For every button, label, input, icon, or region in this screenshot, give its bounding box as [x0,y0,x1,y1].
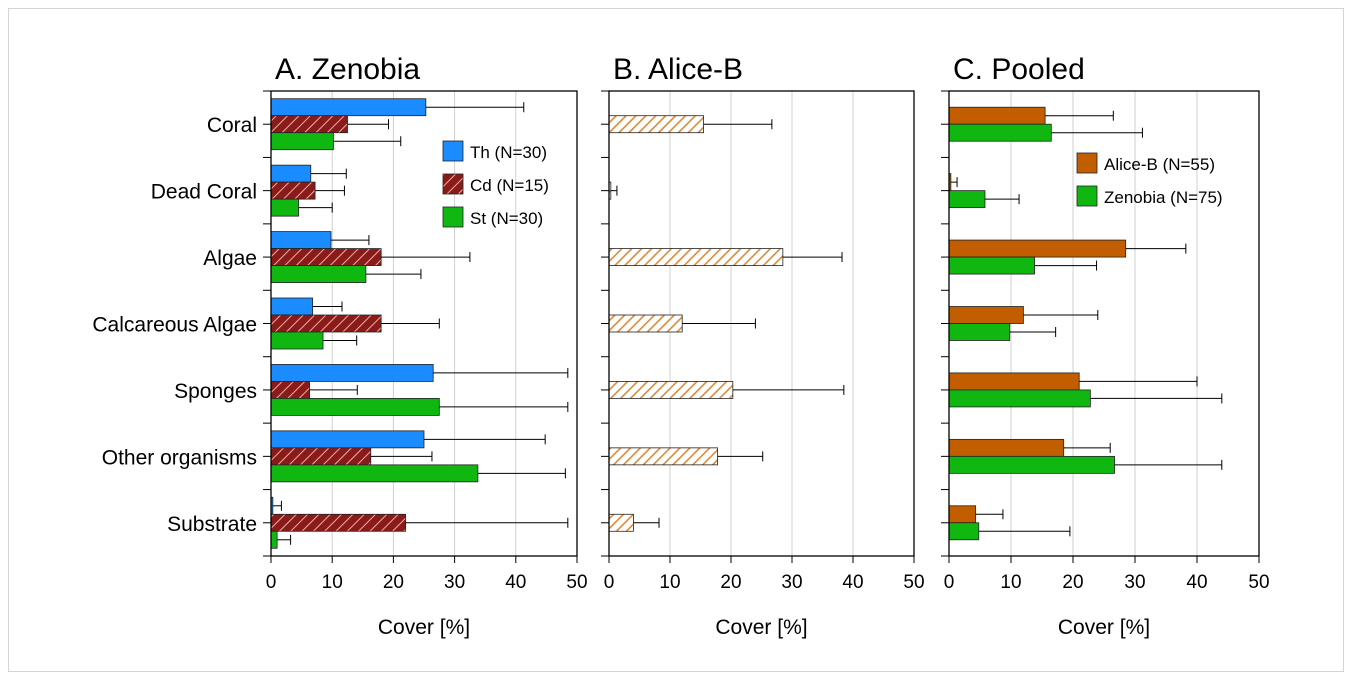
legend-label: Cd (N=15) [470,176,549,195]
x-axis-label: Cover [%] [378,616,470,639]
panel-2: B. Alice-B 0 10 20 30 40 50 Cover [%] [601,53,925,639]
category-label: Dead Coral [151,181,257,204]
category-label: Sponges [174,380,257,403]
x-axis-label: Cover [%] [715,616,807,639]
x-tick-label: 10 [659,572,680,593]
bar [270,265,367,283]
bar [948,455,1115,474]
x-tick-label: 10 [1000,572,1021,593]
bar [608,248,784,266]
bar [608,447,718,466]
x-tick-label: 20 [720,572,741,593]
x-tick-label: 50 [903,572,924,593]
bar [608,381,734,399]
plot-frame [270,90,578,557]
bar [608,115,704,134]
bar [608,513,634,532]
panel-title: C. Pooled [953,53,1085,86]
bar [270,314,382,333]
bar [270,132,334,151]
bar [948,106,1046,125]
x-tick-label: 50 [566,572,587,593]
bar [948,239,1127,258]
panel-title: B. Alice-B [613,53,743,86]
figure-frame: A. Zenobia Coral Dead Coral Algae Calcareous… [8,8,1344,672]
coral-cover-figure: A. Zenobia Coral Dead Coral Algae Calcareous… [92,53,1270,639]
x-tick-label: 20 [383,572,404,593]
panel-3: C. Pooled 0 10 20 30 40 50 Cover [%] Alice-B (N=… [941,53,1270,639]
x-tick-label: 40 [1186,572,1207,593]
legend-label: Alice-B (N=55) [1104,155,1215,174]
bar [270,198,299,217]
legend-swatch [442,173,464,195]
category-label: Coral [207,114,257,137]
legend-swatch [1076,152,1098,174]
bar [948,306,1024,324]
bar [948,438,1065,457]
x-axis-label: Cover [%] [1058,616,1150,639]
x-tick-label: 0 [266,572,277,593]
category-label: Algae [203,247,257,270]
x-tick-label: 40 [505,572,526,593]
plot-frame [608,90,915,557]
legend-label: Zenobia (N=75) [1104,188,1223,207]
panel-1: A. Zenobia Coral Dead Coral Algae Calcareous… [92,53,587,639]
bar [270,430,425,449]
legend-label: St (N=30) [470,209,543,228]
x-tick-label: 0 [944,572,955,593]
bar [270,513,407,532]
bar [270,297,314,316]
bar [270,398,440,416]
bar [948,522,980,541]
bar [270,181,316,200]
bar [270,464,479,483]
bar [948,505,977,524]
x-tick-label: 30 [444,572,465,593]
x-tick-label: 0 [604,572,615,593]
legend-swatch [442,206,464,228]
bar [948,323,1011,341]
bar [270,248,382,266]
bar [948,372,1080,391]
bar [948,389,1091,408]
bar [948,256,1035,275]
x-tick-label: 10 [322,572,343,593]
category-label: Substrate [167,513,257,536]
legend-swatch [1076,185,1098,207]
bar [270,530,278,549]
bar [948,190,986,209]
bar [270,98,427,117]
bar [270,115,348,134]
bar [948,123,1052,142]
panel-title: A. Zenobia [275,53,420,86]
bar [270,381,310,399]
bar [270,231,332,249]
bar [270,331,324,350]
bar [270,447,372,466]
legend-label: Th (N=30) [470,143,547,162]
x-tick-label: 50 [1248,572,1269,593]
bar [608,314,683,333]
x-tick-label: 30 [781,572,802,593]
bar [270,364,434,382]
category-label: Other organisms [102,446,257,469]
x-tick-label: 20 [1062,572,1083,593]
x-tick-label: 30 [1124,572,1145,593]
plot-frame [948,90,1260,557]
bar [270,164,312,183]
category-label: Calcareous Algae [92,314,257,337]
legend-swatch [442,140,464,162]
x-tick-label: 40 [842,572,863,593]
